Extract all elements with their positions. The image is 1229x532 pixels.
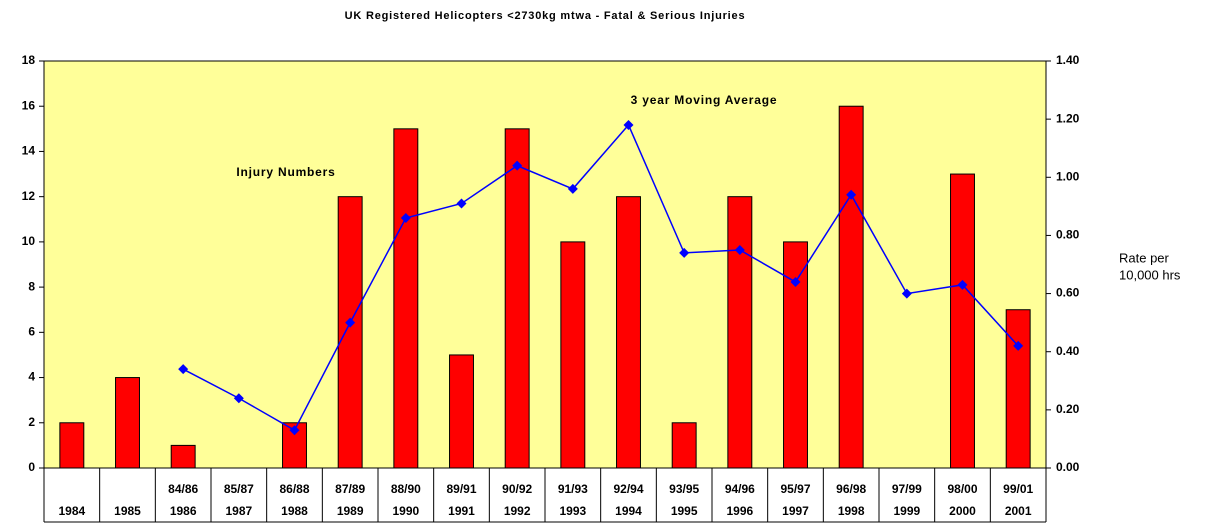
period-label: 89/91	[446, 482, 476, 496]
x-tick-label: 1996	[726, 504, 753, 518]
marker	[623, 119, 634, 130]
bar	[170, 444, 196, 469]
y-tick-label: 18	[22, 53, 36, 67]
plot-area	[43, 60, 1047, 469]
bar	[838, 105, 864, 469]
y2-axis-label: Rate per	[1119, 250, 1170, 265]
period-label: 94/96	[725, 482, 755, 496]
bar	[616, 196, 641, 469]
x-tick-label: 1989	[337, 504, 364, 518]
bar	[783, 241, 808, 469]
y-tick-label: 10	[22, 234, 36, 248]
y2-tick-label: 1.00	[1056, 169, 1080, 183]
period-label: 92/94	[613, 482, 643, 496]
x-tick-label: 1995	[671, 504, 698, 518]
marker	[957, 279, 968, 290]
x-tick-label: 1988	[281, 504, 308, 518]
x-tick-label: 2001	[1005, 504, 1032, 518]
y2-tick-label: 0.00	[1056, 460, 1080, 474]
x-tick-label: 1991	[448, 504, 475, 518]
bar	[1005, 309, 1031, 469]
marker	[901, 288, 912, 299]
y2-tick-label: 0.80	[1056, 228, 1080, 242]
marker	[512, 160, 523, 171]
y-tick-label: 6	[28, 325, 35, 339]
marker	[1013, 340, 1024, 351]
bar	[504, 128, 530, 469]
period-label: 88/90	[391, 482, 421, 496]
chart-title: UK Registered Helicopters <2730kg mtwa -…	[345, 10, 746, 22]
bar	[449, 354, 474, 469]
x-tick-label: 1993	[559, 504, 586, 518]
x-tick-label: 1987	[225, 504, 252, 518]
x-tick-label: 1986	[170, 504, 197, 518]
period-label: 98/00	[947, 482, 977, 496]
marker	[178, 364, 189, 375]
y-tick-label: 2	[28, 415, 35, 429]
y-tick-label: 0	[28, 460, 35, 474]
x-tick-label: 1984	[58, 504, 85, 518]
period-label: 90/92	[502, 482, 532, 496]
bar	[671, 422, 697, 469]
y-tick-label: 8	[28, 279, 35, 293]
x-tick-label: 2000	[949, 504, 976, 518]
marker	[289, 425, 300, 436]
marker	[846, 189, 857, 200]
y2-tick-label: 1.20	[1056, 111, 1080, 125]
x-tick-label: 1985	[114, 504, 141, 518]
y-tick-label: 4	[28, 370, 35, 384]
x-tick-label: 1998	[838, 504, 865, 518]
marker	[456, 198, 467, 209]
y2-tick-label: 0.60	[1056, 286, 1080, 300]
marker	[400, 212, 411, 223]
period-label: 91/93	[558, 482, 588, 496]
y-tick-label: 14	[22, 144, 36, 158]
y-tick-label: 16	[22, 98, 36, 112]
x-tick-label: 1994	[615, 504, 642, 518]
period-label: 99/01	[1003, 482, 1033, 496]
y-tick-label: 12	[22, 189, 36, 203]
period-label: 84/86	[168, 482, 198, 496]
period-label: 93/95	[669, 482, 699, 496]
marker	[567, 183, 578, 194]
bar	[337, 196, 363, 469]
x-tick-label: 1990	[392, 504, 419, 518]
series-label: Injury Numbers	[236, 165, 335, 179]
bar	[393, 128, 419, 469]
marker	[790, 276, 801, 287]
x-tick-label: 1992	[504, 504, 531, 518]
bar	[115, 377, 140, 469]
bar	[727, 196, 753, 469]
marker	[345, 317, 356, 328]
marker	[679, 247, 690, 258]
period-label: 86/88	[279, 482, 309, 496]
period-label: 85/87	[224, 482, 254, 496]
period-label: 96/98	[836, 482, 866, 496]
bar	[282, 422, 307, 469]
line	[182, 123, 1019, 432]
period-label: 97/99	[892, 482, 922, 496]
bar	[560, 241, 586, 469]
y2-tick-label: 0.20	[1056, 402, 1080, 416]
y2-tick-label: 0.40	[1056, 344, 1080, 358]
marker	[233, 393, 244, 404]
y2-axis-label: 10,000 hrs	[1119, 267, 1181, 282]
series-label: 3 year Moving Average	[631, 93, 778, 107]
marker	[734, 244, 745, 255]
bar	[59, 422, 85, 469]
period-label: 95/97	[780, 482, 810, 496]
y2-tick-label: 1.40	[1056, 53, 1080, 67]
x-tick-label: 1999	[893, 504, 920, 518]
x-tick-label: 1997	[782, 504, 809, 518]
bar	[950, 173, 975, 469]
period-label: 87/89	[335, 482, 365, 496]
